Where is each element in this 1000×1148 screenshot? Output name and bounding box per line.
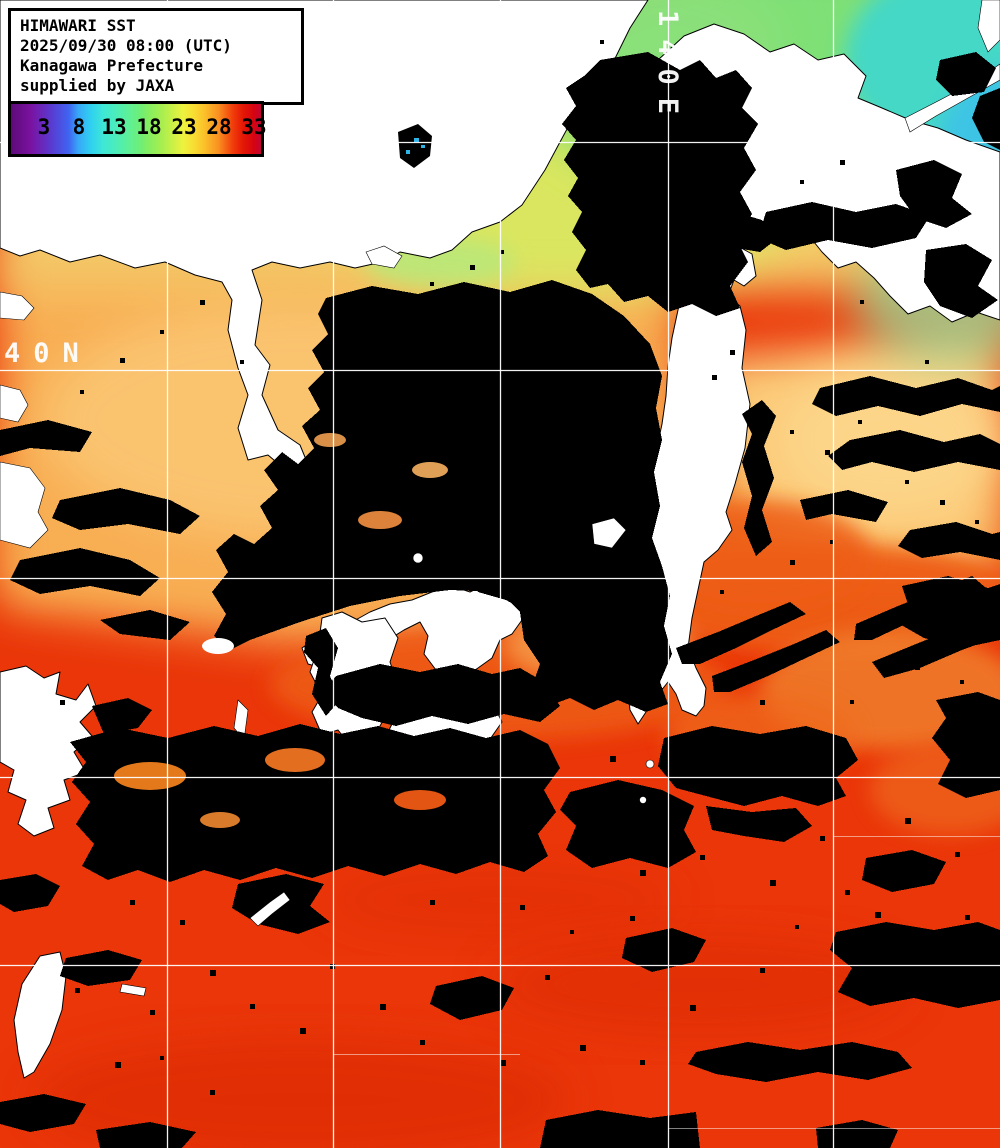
colorbar-gradient: 3 8 13 18 23 28 33: [11, 104, 267, 154]
land-left-islet-2: [0, 384, 29, 423]
info-source: supplied by JAXA: [20, 76, 175, 95]
info-datetime: 2025/09/30 08:00 (UTC): [20, 36, 232, 55]
colorbar: 3 8 13 18 23 28 33: [8, 101, 267, 157]
grid-label-longitude: 140E: [652, 10, 683, 127]
colorbar-tick-label: 18: [136, 115, 162, 139]
cloud-layer: [0, 52, 1000, 1148]
island-overlay-layer: [119, 517, 655, 997]
colorbar-tick-label: 8: [72, 115, 86, 139]
colorbar-tick-label: 13: [101, 115, 127, 139]
info-region: Kanagawa Prefecture: [20, 56, 204, 75]
land-izu-oshima: [645, 759, 655, 769]
land-okinawa: [119, 983, 147, 997]
info-title: HIMAWARI SST: [20, 16, 136, 35]
land-amami: [249, 891, 291, 927]
colorbar-tick-label: 23: [171, 115, 197, 139]
colorbar-tick-label: 28: [206, 115, 232, 139]
land-izu-islet: [639, 796, 647, 804]
colorbar-tick-label: 33: [241, 115, 267, 139]
land-left-islet-1: [0, 291, 35, 321]
land-sado: [591, 517, 627, 549]
grid-label-latitude: 40N: [4, 338, 92, 369]
land-left-coast: [0, 461, 49, 549]
info-box: HIMAWARI SST 2025/09/30 08:00 (UTC) Kana…: [8, 8, 304, 105]
land-oki: [412, 552, 424, 564]
land-ne-corner-islet: [977, 0, 1000, 53]
colorbar-tick-label: 3: [37, 115, 51, 139]
speckle-layer: [60, 40, 979, 1095]
lake-khanka: [398, 124, 432, 168]
land-coast-spur: [365, 245, 403, 269]
